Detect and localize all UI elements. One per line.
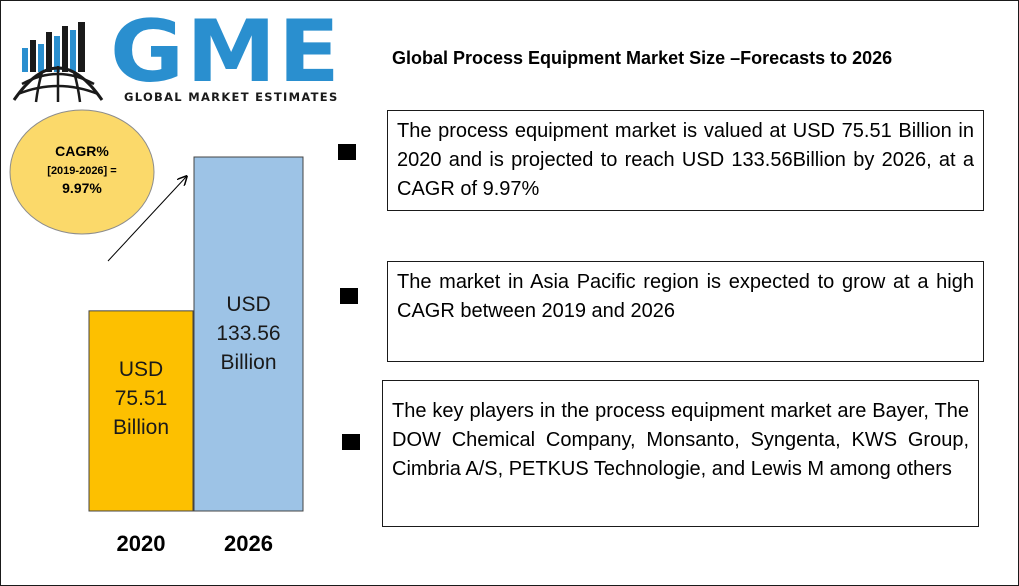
cagr-title: CAGR% bbox=[55, 143, 109, 159]
bullet-marker bbox=[342, 434, 360, 450]
data-label-line: USD bbox=[226, 293, 271, 316]
x-tick-label-2020: 2020 bbox=[116, 531, 166, 556]
bar-data-label-2020: USD 75.51 Billion bbox=[89, 355, 193, 442]
logo-tagline: GLOBAL MARKET ESTIMATES bbox=[124, 90, 339, 104]
infographic-title: Global Process Equipment Market Size –Fo… bbox=[392, 48, 893, 68]
x-tick-label-2026: 2026 bbox=[224, 531, 273, 556]
cagr-label: CAGR% [2019-2026] = 9.97% bbox=[10, 143, 154, 196]
cagr-period: [2019-2026] = bbox=[47, 165, 117, 177]
data-label-line: USD bbox=[118, 358, 164, 381]
gme-logo: GME GLOBAL MARKET ESTIMATES bbox=[12, 6, 352, 106]
data-label-line: 75.51 bbox=[114, 387, 168, 410]
growth-arrow bbox=[107, 177, 186, 262]
bar-2026 bbox=[193, 156, 304, 512]
bullet-box-key-players: The key players in the process equipment… bbox=[382, 380, 979, 527]
globe-skyline-icon bbox=[12, 22, 104, 103]
bar-2020 bbox=[88, 310, 194, 512]
data-label-line: Billion bbox=[220, 351, 277, 374]
logo-letters: GME bbox=[110, 2, 342, 102]
bullet-box-market-value: The process equipment market is valued a… bbox=[387, 110, 984, 211]
data-label-line: 133.56 bbox=[216, 322, 281, 345]
cagr-ellipse bbox=[9, 109, 155, 235]
bar-data-label-2026: USD 133.56 Billion bbox=[194, 290, 303, 377]
bullet-box-asia-pacific: The market in Asia Pacific region is exp… bbox=[387, 261, 984, 362]
data-label-line: Billion bbox=[112, 416, 170, 439]
bullet-marker bbox=[338, 144, 356, 160]
cagr-value: 9.97% bbox=[62, 180, 102, 196]
bullet-marker bbox=[340, 288, 358, 304]
